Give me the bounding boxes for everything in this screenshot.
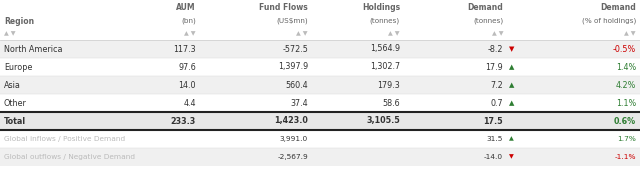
Text: ▲ ▼: ▲ ▼: [492, 31, 503, 36]
Text: 4.2%: 4.2%: [616, 80, 636, 89]
Text: 117.3: 117.3: [173, 45, 196, 54]
Text: 58.6: 58.6: [382, 98, 400, 108]
Text: 0.6%: 0.6%: [614, 117, 636, 126]
Text: Asia: Asia: [4, 80, 21, 89]
Text: -572.5: -572.5: [282, 45, 308, 54]
Text: ▲: ▲: [509, 64, 515, 70]
Text: 17.5: 17.5: [483, 117, 503, 126]
Text: Europe: Europe: [4, 63, 33, 71]
Text: 233.3: 233.3: [171, 117, 196, 126]
Text: -2,567.9: -2,567.9: [277, 154, 308, 160]
Text: 14.0: 14.0: [179, 80, 196, 89]
Text: 7.2: 7.2: [490, 80, 503, 89]
Text: -1.1%: -1.1%: [614, 154, 636, 160]
Text: 97.6: 97.6: [179, 63, 196, 71]
Text: (bn): (bn): [181, 18, 196, 24]
Text: 3,105.5: 3,105.5: [366, 117, 400, 126]
Text: 31.5: 31.5: [486, 136, 503, 142]
Text: ▲ ▼: ▲ ▼: [388, 31, 400, 36]
Text: 179.3: 179.3: [377, 80, 400, 89]
Text: 1.1%: 1.1%: [616, 98, 636, 108]
Text: 4.4: 4.4: [184, 98, 196, 108]
Text: (tonnes): (tonnes): [370, 18, 400, 24]
Text: 1,397.9: 1,397.9: [278, 63, 308, 71]
Text: North America: North America: [4, 45, 63, 54]
Text: AUM: AUM: [177, 2, 196, 12]
Text: ▲: ▲: [509, 100, 515, 106]
Text: Fund Flows: Fund Flows: [259, 2, 308, 12]
Text: Other: Other: [4, 98, 27, 108]
Text: ▲ ▼: ▲ ▼: [184, 31, 196, 36]
FancyBboxPatch shape: [0, 112, 640, 130]
Text: 3,991.0: 3,991.0: [280, 136, 308, 142]
FancyBboxPatch shape: [0, 148, 640, 166]
Text: (% of holdings): (% of holdings): [582, 18, 636, 24]
Text: -8.2: -8.2: [488, 45, 503, 54]
Text: 560.4: 560.4: [285, 80, 308, 89]
Text: (US$mn): (US$mn): [276, 18, 308, 24]
Text: Demand: Demand: [467, 2, 503, 12]
Text: ▼: ▼: [509, 46, 515, 52]
Text: 1.7%: 1.7%: [617, 136, 636, 142]
Text: Global inflows / Positive Demand: Global inflows / Positive Demand: [4, 136, 125, 142]
FancyBboxPatch shape: [0, 58, 640, 76]
FancyBboxPatch shape: [0, 40, 640, 58]
Text: Demand: Demand: [600, 2, 636, 12]
Text: (tonnes): (tonnes): [473, 18, 503, 24]
Text: -0.5%: -0.5%: [612, 45, 636, 54]
Text: ▲ ▼: ▲ ▼: [625, 31, 636, 36]
FancyBboxPatch shape: [0, 0, 640, 40]
Text: Region: Region: [4, 17, 34, 26]
Text: Total: Total: [4, 117, 26, 126]
Text: -14.0: -14.0: [484, 154, 503, 160]
Text: ▼: ▼: [509, 155, 514, 160]
Text: 1,423.0: 1,423.0: [274, 117, 308, 126]
Text: 1,564.9: 1,564.9: [370, 45, 400, 54]
Text: ▲ ▼: ▲ ▼: [296, 31, 308, 36]
Text: 37.4: 37.4: [291, 98, 308, 108]
Text: ▲ ▼: ▲ ▼: [4, 31, 15, 36]
FancyBboxPatch shape: [0, 76, 640, 94]
FancyBboxPatch shape: [0, 130, 640, 148]
Text: 1,302.7: 1,302.7: [370, 63, 400, 71]
Text: Global outflows / Negative Demand: Global outflows / Negative Demand: [4, 154, 135, 160]
Text: 0.7: 0.7: [490, 98, 503, 108]
Text: ▲: ▲: [509, 82, 515, 88]
Text: 17.9: 17.9: [485, 63, 503, 71]
Text: 1.4%: 1.4%: [616, 63, 636, 71]
Text: ▲: ▲: [509, 137, 514, 142]
Text: Holdings: Holdings: [362, 2, 400, 12]
FancyBboxPatch shape: [0, 94, 640, 112]
